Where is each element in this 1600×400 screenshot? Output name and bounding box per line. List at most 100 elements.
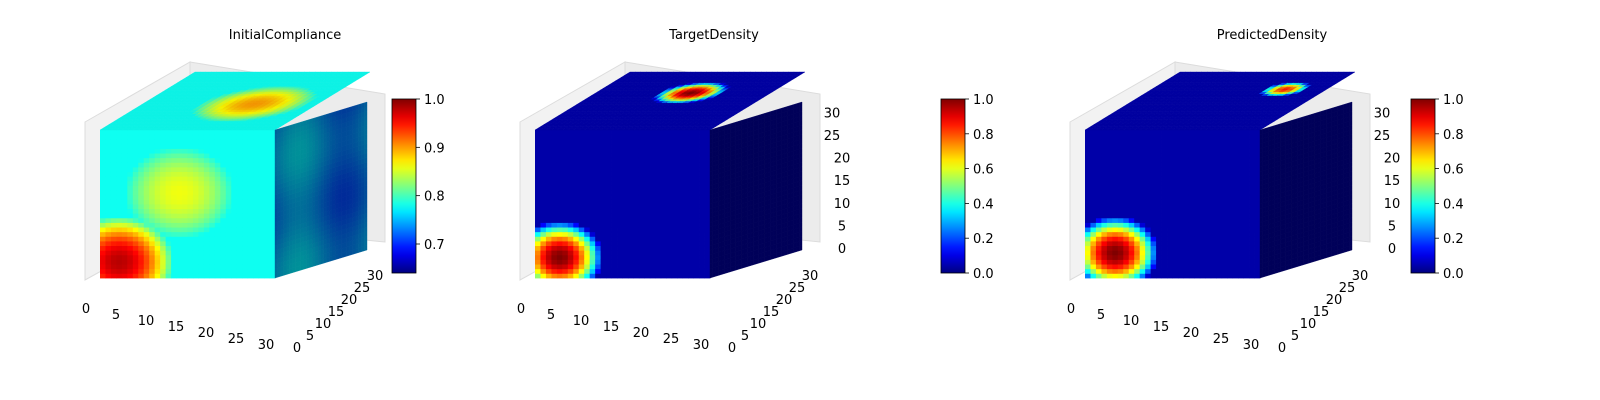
voxel-front bbox=[214, 180, 221, 186]
voxel-front bbox=[154, 245, 161, 251]
voxel-front bbox=[143, 208, 150, 214]
voxel-front bbox=[138, 180, 145, 186]
voxel-front bbox=[573, 194, 580, 200]
voxel-front bbox=[242, 199, 249, 205]
voxel-front bbox=[551, 148, 558, 154]
voxel-front bbox=[622, 245, 629, 251]
voxel-front bbox=[110, 148, 117, 154]
voxel-front bbox=[182, 217, 188, 223]
voxel-front bbox=[693, 245, 700, 251]
voxel-front bbox=[269, 222, 276, 228]
voxel-front bbox=[121, 236, 128, 242]
voxel-front bbox=[110, 162, 117, 168]
voxel-front bbox=[214, 199, 221, 205]
voxel-front bbox=[121, 153, 128, 159]
voxel-front bbox=[198, 199, 205, 205]
voxel-front bbox=[203, 194, 210, 200]
voxel-front bbox=[693, 143, 700, 149]
voxel-front bbox=[127, 222, 134, 228]
voxel-front bbox=[225, 213, 232, 219]
voxel-front bbox=[182, 250, 188, 256]
voxel-front bbox=[258, 190, 265, 196]
voxel-front bbox=[573, 213, 580, 219]
voxel-front bbox=[562, 167, 569, 173]
voxel-front bbox=[100, 148, 106, 154]
voxel-front bbox=[688, 254, 694, 260]
voxel-front bbox=[704, 194, 711, 200]
voxel-front bbox=[198, 213, 205, 219]
voxel-front bbox=[617, 148, 623, 154]
voxel-front bbox=[556, 245, 563, 251]
voxel-front bbox=[258, 139, 265, 145]
voxel-front bbox=[551, 162, 558, 168]
voxel-front bbox=[116, 194, 123, 200]
voxel-front bbox=[693, 268, 700, 274]
voxel-front bbox=[682, 157, 689, 163]
voxel-front bbox=[638, 254, 645, 260]
voxel-front bbox=[638, 194, 645, 200]
voxel-front bbox=[176, 167, 183, 173]
voxel-front bbox=[198, 162, 205, 168]
voxel-front bbox=[116, 245, 123, 251]
voxel-front bbox=[253, 208, 259, 214]
voxel-front bbox=[100, 139, 106, 145]
voxel-front bbox=[209, 227, 216, 233]
voxel-front bbox=[100, 213, 106, 219]
voxel-front bbox=[253, 217, 259, 223]
voxel-front bbox=[160, 231, 167, 237]
voxel-front bbox=[247, 199, 254, 205]
voxel-front bbox=[225, 254, 232, 260]
voxel-front bbox=[671, 208, 678, 214]
voxel-front bbox=[649, 245, 656, 251]
voxel-front bbox=[699, 208, 705, 214]
voxel-front bbox=[688, 143, 694, 149]
voxel-front bbox=[573, 208, 580, 214]
voxel-front bbox=[660, 157, 667, 163]
voxel-front bbox=[105, 245, 112, 251]
voxel-front bbox=[682, 213, 689, 219]
voxel-front bbox=[264, 222, 270, 228]
voxel-front bbox=[540, 199, 547, 205]
voxel-front bbox=[100, 185, 106, 191]
voxel-front bbox=[209, 139, 216, 145]
voxel-front bbox=[584, 157, 591, 163]
voxel-front bbox=[573, 171, 580, 177]
voxel-front bbox=[600, 190, 607, 196]
voxel-front bbox=[225, 222, 232, 228]
voxel-front bbox=[638, 273, 645, 279]
voxel-front bbox=[655, 259, 662, 265]
voxel-front bbox=[562, 190, 569, 196]
voxel-front bbox=[644, 268, 651, 274]
voxel-front bbox=[269, 167, 276, 173]
voxel-front bbox=[231, 222, 238, 228]
voxel-front bbox=[149, 176, 156, 182]
voxel-front bbox=[617, 143, 623, 149]
voxel-front bbox=[682, 148, 689, 154]
voxel-front bbox=[203, 217, 210, 223]
voxel-front bbox=[105, 204, 112, 210]
voxel-front bbox=[231, 185, 238, 191]
voxel-front bbox=[562, 213, 569, 219]
voxel-front bbox=[649, 259, 656, 265]
voxel-front bbox=[100, 259, 106, 265]
voxel-front bbox=[600, 236, 607, 242]
voxel-front bbox=[198, 204, 205, 210]
voxel-front bbox=[682, 217, 689, 223]
voxel-front bbox=[617, 130, 623, 136]
voxel-front bbox=[666, 148, 673, 154]
voxel-front bbox=[567, 167, 574, 173]
voxel-front bbox=[143, 259, 150, 265]
voxel-front bbox=[551, 227, 558, 233]
voxel-front bbox=[644, 227, 651, 233]
voxel-front bbox=[187, 217, 194, 223]
voxel-front bbox=[660, 268, 667, 274]
voxel-side bbox=[289, 124, 293, 131]
voxel-front bbox=[655, 190, 662, 196]
voxel-front bbox=[165, 176, 172, 182]
voxel-front bbox=[198, 236, 205, 242]
voxel-front bbox=[595, 190, 602, 196]
voxel-front bbox=[149, 245, 156, 251]
voxel-front bbox=[127, 204, 134, 210]
voxel-front bbox=[203, 162, 210, 168]
